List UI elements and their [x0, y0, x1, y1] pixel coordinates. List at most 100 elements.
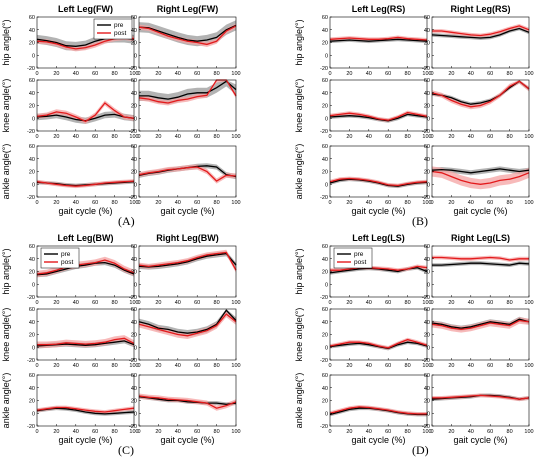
- x-tick-label: 80: [507, 71, 513, 77]
- x-tick-label: 40: [366, 363, 372, 369]
- x-tick-label: 60: [487, 200, 493, 206]
- x-tick-label: 0: [137, 200, 140, 206]
- x-tick-label: 20: [53, 200, 59, 206]
- y-tick-label: 0: [427, 411, 430, 417]
- panel-label-d: (D): [412, 443, 429, 457]
- x-tick-label: 60: [385, 363, 391, 369]
- y-tick-label: 0: [325, 53, 328, 59]
- pre-series-line: [431, 318, 530, 329]
- y-tick-label: 20: [424, 41, 430, 47]
- x-tick-label: 0: [137, 300, 140, 306]
- x-axis-label: gait cycle (%): [58, 206, 112, 216]
- x-tick-label: 60: [487, 363, 493, 369]
- y-tick-label: 60: [29, 144, 35, 150]
- x-tick-label: 40: [175, 134, 181, 140]
- x-tick-label: 20: [448, 429, 454, 435]
- y-tick-label: 20: [29, 170, 35, 176]
- y-tick-label: 20: [131, 41, 137, 47]
- post-sd-band: [432, 24, 529, 38]
- x-tick-label: 100: [422, 300, 431, 306]
- x-tick-label: 60: [487, 429, 493, 435]
- x-tick-label: 100: [422, 200, 431, 206]
- pre-series-line: [138, 396, 237, 405]
- legend-entry: post: [61, 259, 73, 266]
- x-tick-label: 20: [448, 300, 454, 306]
- y-tick-label: 40: [424, 386, 430, 392]
- post-series-line: [431, 170, 530, 185]
- y-tick-label: -20: [27, 295, 35, 301]
- post-series-line: [432, 256, 529, 261]
- x-tick-label: 20: [155, 300, 161, 306]
- y-tick-label: 20: [322, 399, 328, 405]
- x-tick-label: 100: [422, 429, 431, 435]
- y-tick-label: 20: [424, 399, 430, 405]
- y-tick-label: 40: [322, 386, 328, 392]
- chart-panel-b: Left Leg(RS) Right Leg(RS) hip angle(°) -20…: [294, 4, 534, 216]
- x-tick-label: 0: [430, 200, 433, 206]
- post-sd-band: [432, 166, 529, 190]
- x-tick-label: 100: [129, 363, 138, 369]
- x-tick-label: 60: [194, 363, 200, 369]
- y-tick-label: -20: [320, 295, 328, 301]
- y-tick-label: 40: [131, 91, 137, 97]
- x-tick-label: 20: [53, 134, 59, 140]
- x-tick-label: 20: [346, 429, 352, 435]
- y-tick-label: 60: [424, 15, 430, 21]
- x-tick-label: 40: [366, 71, 372, 77]
- x-tick-label: 0: [137, 71, 140, 77]
- x-tick-label: 100: [231, 71, 240, 77]
- y-tick-label: 40: [131, 157, 137, 163]
- x-tick-label: 0: [430, 134, 433, 140]
- y-tick-label: 20: [322, 41, 328, 47]
- axes-frame: [36, 308, 135, 361]
- x-tick-label: 0: [328, 134, 331, 140]
- panel-label-b: (B): [412, 214, 428, 228]
- x-tick-label: 80: [214, 71, 220, 77]
- x-tick-label: 40: [366, 200, 372, 206]
- y-tick-label: -20: [422, 66, 430, 72]
- x-tick-label: 80: [112, 200, 118, 206]
- x-tick-label: 40: [366, 429, 372, 435]
- x-tick-label: 20: [53, 300, 59, 306]
- y-axis-label: knee angle(°): [1, 308, 11, 362]
- x-tick-label: 40: [73, 363, 79, 369]
- pre-series-line: [36, 407, 135, 415]
- y-tick-label: -20: [320, 66, 328, 72]
- y-tick-label: 20: [424, 333, 430, 339]
- legend-entry: post: [354, 259, 366, 266]
- y-tick-label: 40: [322, 91, 328, 97]
- y-tick-label: -20: [320, 424, 328, 430]
- x-tick-label: 100: [524, 300, 533, 306]
- y-tick-label: -20: [129, 424, 137, 430]
- x-tick-label: 20: [448, 134, 454, 140]
- post-series-line: [36, 180, 135, 187]
- y-tick-label: 60: [29, 373, 35, 379]
- pre-series-line: [138, 252, 237, 268]
- y-tick-label: 40: [29, 386, 35, 392]
- y-tick-label: 20: [29, 333, 35, 339]
- y-tick-label: 0: [134, 116, 137, 122]
- x-tick-label: 100: [422, 134, 431, 140]
- x-tick-label: 80: [507, 200, 513, 206]
- column-title: Right Leg(FW): [157, 4, 218, 14]
- post-sd-band: [37, 179, 134, 189]
- x-tick-label: 40: [468, 429, 474, 435]
- y-tick-label: 40: [322, 257, 328, 263]
- axes-frame: [36, 145, 135, 198]
- post-series-line: [36, 406, 135, 413]
- x-tick-label: 0: [35, 363, 38, 369]
- x-tick-label: 80: [214, 429, 220, 435]
- x-tick-label: 80: [214, 134, 220, 140]
- y-tick-label: 0: [32, 116, 35, 122]
- x-tick-label: 100: [231, 363, 240, 369]
- x-tick-label: 60: [194, 134, 200, 140]
- y-tick-label: 60: [424, 307, 430, 313]
- pre-series-line: [431, 80, 530, 105]
